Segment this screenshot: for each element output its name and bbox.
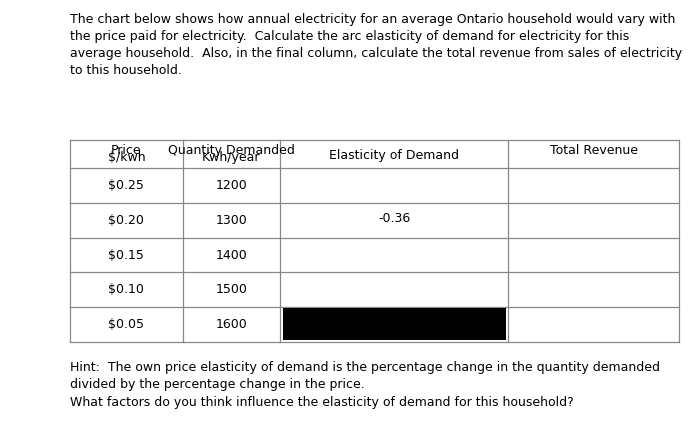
Text: $0.05: $0.05: [108, 318, 144, 331]
Text: Total Revenue: Total Revenue: [550, 145, 638, 157]
Text: Price: Price: [111, 145, 141, 157]
Text: 1400: 1400: [216, 248, 247, 261]
Text: 1600: 1600: [216, 318, 247, 331]
Text: 1300: 1300: [216, 214, 247, 227]
Text: What factors do you think influence the elasticity of demand for this household?: What factors do you think influence the …: [70, 396, 574, 410]
Text: 1500: 1500: [216, 283, 247, 296]
Text: Elasticity of Demand: Elasticity of Demand: [329, 149, 459, 162]
Text: The chart below shows how annual electricity for an average Ontario household wo: The chart below shows how annual electri…: [70, 13, 682, 77]
Text: $/kwh: $/kwh: [108, 151, 145, 164]
Text: 1200: 1200: [216, 179, 247, 192]
Text: Kwh/year: Kwh/year: [202, 151, 260, 164]
Text: -0.36: -0.36: [378, 212, 410, 225]
Text: Hint:  The own price elasticity of demand is the percentage change in the quanti: Hint: The own price elasticity of demand…: [70, 361, 660, 391]
Text: $0.10: $0.10: [108, 283, 144, 296]
Bar: [283, 308, 505, 340]
Text: $0.20: $0.20: [108, 214, 144, 227]
Text: Quantity Demanded: Quantity Demanded: [168, 145, 295, 157]
Text: $0.25: $0.25: [108, 179, 144, 192]
Text: $0.15: $0.15: [108, 248, 144, 261]
